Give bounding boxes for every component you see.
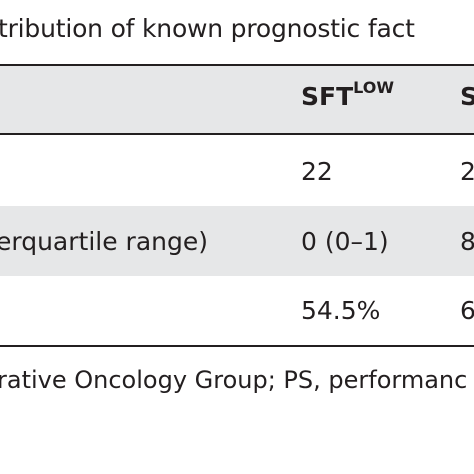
column-header-base: SFT [301,82,354,111]
table-footnote: rative Oncology Group; PS, performanc [0,366,468,394]
table-cell-row3-col2: 6 [460,296,474,325]
top-rule [0,64,474,66]
table-cell-row1-col2: 2 [460,157,474,186]
column-header-sft-low: SFTLOW [301,78,394,111]
table-cell-row2-col1: 0 (0–1) [301,227,389,256]
table-cell-row2-label: erquartile range) [0,227,208,256]
column-header-second: S [460,82,474,111]
bottom-rule [0,345,474,347]
table-cell-row2-col2: 8 [460,227,474,256]
header-band [0,66,474,133]
table-caption: tribution of known prognostic fact [0,14,415,43]
table-cell-row3-col1: 54.5% [301,296,381,325]
row-band [0,206,474,276]
column-header-superscript: LOW [353,78,395,97]
header-rule [0,133,474,135]
table-cell-row1-col1: 22 [301,157,333,186]
